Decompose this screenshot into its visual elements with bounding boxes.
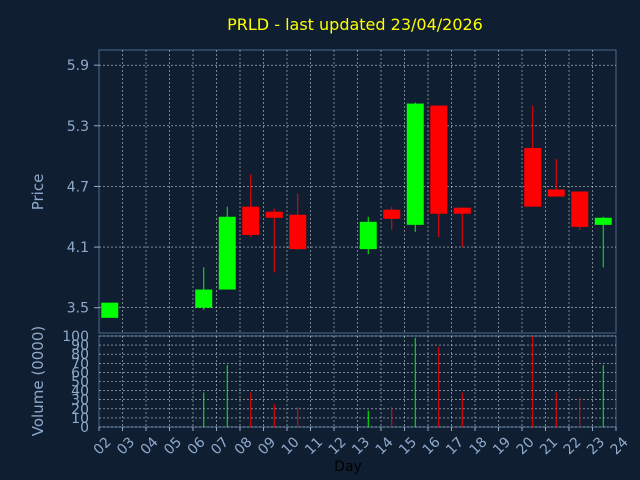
candle-body xyxy=(547,189,565,197)
candle-body xyxy=(359,221,377,250)
price-tick-labels: 5.9 5.3 4.7 4.1 3.5 xyxy=(67,58,99,317)
volume-tick-label: 90 xyxy=(71,338,89,354)
price-tick-label: 4.1 xyxy=(67,240,89,256)
x-axis-label: Day xyxy=(334,459,362,475)
price-tick-label: 3.5 xyxy=(67,301,89,317)
candle-body xyxy=(453,207,471,214)
volume-tick-label: 100 xyxy=(62,329,89,345)
candle-body xyxy=(524,148,542,207)
price-tick-label: 5.3 xyxy=(67,119,89,135)
candles xyxy=(101,102,612,318)
chart-title: PRLD - last updated 23/04/2026 xyxy=(227,15,483,34)
volume-tick-label: 50 xyxy=(71,375,89,391)
price-axis-label: Price xyxy=(29,174,47,211)
candle-body xyxy=(571,191,589,227)
price-grid xyxy=(99,50,616,333)
candle-body xyxy=(265,211,283,218)
volume-tick-label: 30 xyxy=(71,393,89,409)
price-panel: 5.9 5.3 4.7 4.1 3.5 Price xyxy=(29,49,617,334)
candle-body xyxy=(406,103,424,225)
candle-body xyxy=(195,289,213,308)
volume-axis-label: Volume (0000) xyxy=(29,326,47,436)
volume-tick-label: 0 xyxy=(80,420,89,436)
price-tick-label: 4.7 xyxy=(67,179,89,195)
volume-tick-label: 40 xyxy=(71,384,89,400)
price-tick-label: 5.9 xyxy=(67,58,89,74)
volume-bars xyxy=(203,336,604,427)
volume-tick-label: 80 xyxy=(71,347,89,363)
candle-body xyxy=(242,206,260,235)
x-tick-labels: 02 03 04 05 06 07 08 09 10 11 12 13 14 15 16 17 18 19 20 21… xyxy=(91,427,632,458)
candle-body xyxy=(430,105,448,214)
volume-tick-label: 60 xyxy=(71,365,89,381)
volume-tick-label: 70 xyxy=(71,356,89,372)
candle-body xyxy=(101,302,119,318)
candle-body xyxy=(383,209,401,219)
volume-grid xyxy=(99,335,616,428)
volume-tick-label: 10 xyxy=(71,411,89,427)
candle-body xyxy=(289,214,307,250)
candle-body xyxy=(218,216,236,290)
candle-body xyxy=(594,217,612,225)
volume-tick-label: 20 xyxy=(71,402,89,418)
